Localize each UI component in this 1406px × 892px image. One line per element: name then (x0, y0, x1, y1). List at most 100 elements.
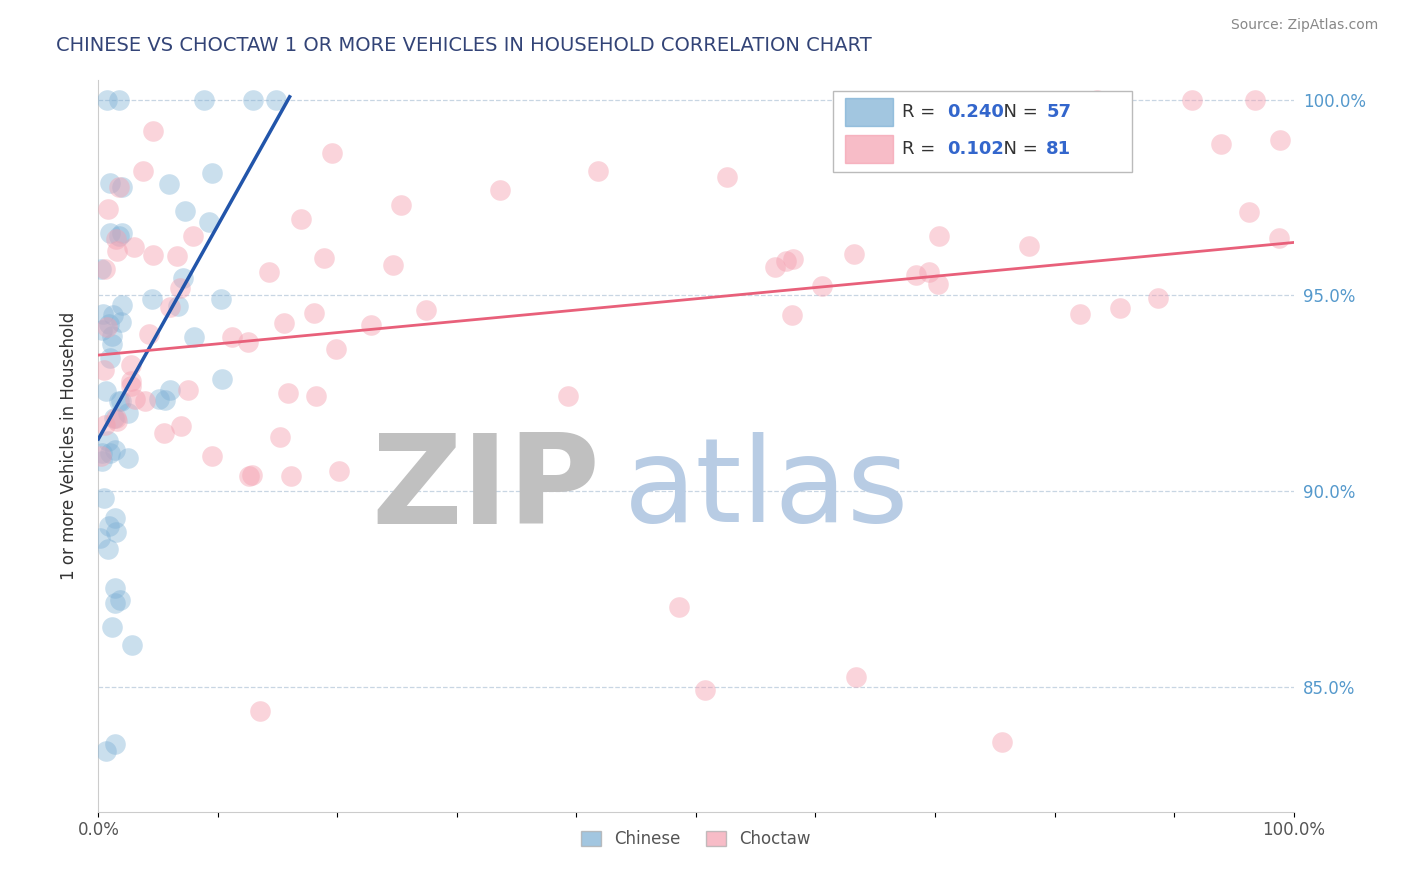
Point (159, 383, 181, 397)
Point (1085, 93, 1108, 107)
Point (98, 351, 121, 366)
Point (103, 411, 125, 425)
Point (381, 258, 404, 272)
Text: R =: R = (901, 140, 941, 158)
Point (107, 179, 129, 194)
Point (290, 211, 312, 226)
Point (170, 419, 193, 434)
Point (1108, 301, 1130, 315)
Point (927, 277, 949, 292)
Point (389, 198, 412, 212)
Point (104, 510, 127, 524)
Point (97, 518, 120, 533)
Point (141, 292, 163, 306)
Point (991, 735, 1014, 749)
Point (1084, 149, 1107, 163)
Y-axis label: 1 or more Vehicles in Household: 1 or more Vehicles in Household (59, 312, 77, 580)
Text: R =: R = (901, 103, 941, 120)
Point (328, 465, 350, 479)
Point (117, 451, 139, 466)
Point (111, 298, 134, 312)
Point (91, 322, 114, 336)
Point (586, 163, 609, 178)
Point (104, 410, 127, 425)
Point (782, 308, 804, 322)
Point (104, 596, 127, 610)
Point (104, 443, 127, 458)
Point (763, 260, 786, 274)
Point (259, 265, 281, 279)
Point (90, 450, 112, 464)
Point (107, 93, 129, 107)
Point (280, 468, 302, 483)
Point (105, 414, 128, 428)
Point (177, 383, 200, 397)
Point (1147, 291, 1170, 305)
Point (312, 251, 335, 265)
Point (181, 228, 204, 243)
Point (1209, 137, 1232, 152)
Point (138, 326, 160, 341)
Point (98, 226, 121, 240)
Point (928, 228, 950, 243)
Point (321, 146, 343, 161)
Point (153, 425, 176, 440)
Point (104, 737, 127, 751)
Point (93, 262, 115, 277)
Point (104, 582, 127, 596)
Point (238, 469, 260, 483)
Point (917, 265, 939, 279)
Point (201, 449, 224, 463)
Point (782, 252, 804, 267)
Point (142, 248, 165, 262)
Point (183, 330, 205, 344)
Point (240, 468, 263, 483)
Text: 57: 57 (1046, 103, 1071, 120)
Point (108, 593, 131, 607)
Point (96, 319, 118, 334)
Point (810, 278, 832, 293)
Point (124, 392, 146, 406)
Legend: Chinese, Choctaw: Chinese, Choctaw (575, 823, 817, 855)
Point (905, 268, 928, 282)
Point (842, 247, 865, 261)
Point (96, 93, 118, 107)
Point (273, 316, 295, 330)
Point (142, 123, 165, 137)
Point (97, 317, 120, 331)
Point (96, 541, 118, 556)
Point (90, 261, 112, 276)
Point (148, 392, 170, 406)
Point (155, 393, 177, 408)
Point (302, 306, 325, 320)
Point (121, 638, 143, 652)
Point (108, 394, 131, 409)
Point (105, 244, 128, 258)
Point (166, 249, 188, 263)
Text: 0.240: 0.240 (948, 103, 1004, 120)
Text: Source: ZipAtlas.com: Source: ZipAtlas.com (1230, 18, 1378, 32)
Text: atlas: atlas (624, 433, 910, 548)
Point (93, 362, 115, 376)
Point (94, 744, 117, 758)
Point (242, 93, 264, 107)
Point (91, 445, 114, 459)
Point (97, 434, 120, 448)
Point (209, 292, 232, 306)
Text: 81: 81 (1046, 140, 1071, 158)
Point (249, 704, 271, 718)
Point (110, 315, 132, 329)
Point (111, 226, 134, 240)
Point (104, 232, 127, 246)
Point (973, 101, 995, 115)
Point (167, 299, 190, 313)
Text: 0.102: 0.102 (948, 140, 1004, 158)
Point (668, 600, 690, 615)
Point (105, 524, 128, 539)
Point (169, 281, 191, 295)
Point (269, 430, 291, 444)
Point (695, 682, 717, 697)
Point (173, 204, 195, 219)
Point (1069, 307, 1091, 321)
Point (775, 254, 797, 268)
